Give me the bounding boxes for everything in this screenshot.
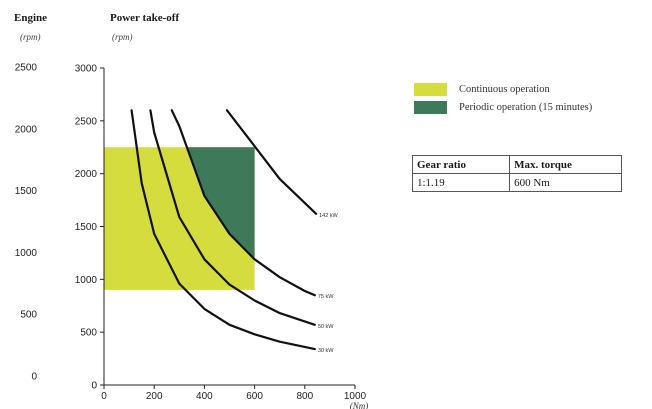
curve-label: 75 kW (318, 294, 334, 300)
legend-item-periodic: Periodic operation (15 minutes) (414, 98, 592, 116)
table-header-max-torque: Max. torque (509, 155, 622, 174)
y-tick-label: 500 (80, 328, 97, 339)
x-tick-label: 800 (296, 391, 313, 402)
table-header-row: Gear ratio Max. torque (411, 155, 622, 174)
x-tick-label: 600 (246, 391, 263, 402)
curve-label: 142 kW (319, 213, 338, 219)
legend-swatch-periodic (414, 100, 447, 114)
engine-tick-label: 0 (31, 372, 37, 383)
x-tick-label: 400 (196, 391, 213, 402)
y-tick-label: 1000 (75, 275, 98, 286)
y-tick-label: 2000 (75, 169, 98, 180)
x-tick-label: 200 (146, 391, 163, 402)
table-header-gear-ratio: Gear ratio (411, 155, 511, 174)
y-tick-label: 0 (91, 381, 97, 392)
periodic-operation-region (186, 147, 255, 260)
table-cell-max-torque: 600 Nm (509, 173, 622, 192)
x-tick-label: 1000 (344, 391, 367, 402)
engine-tick-label: 500 (20, 310, 37, 321)
curve-label: 30 kW (318, 348, 334, 354)
power-curve-75-kw (170, 109, 316, 297)
power-curve-50-kw (149, 109, 316, 326)
gear-ratio-table: Gear ratio Max. torque 1:1.19 600 Nm (411, 155, 622, 192)
pto-axis-title: Power take-off (110, 12, 180, 24)
y-tick-label: 3000 (75, 64, 98, 75)
power-curve-142-kw (225, 109, 318, 215)
pto-axis-unit: (rpm) (112, 32, 133, 42)
chart-legend: Continuous operation Periodic operation … (414, 80, 592, 116)
curve-label: 50 kW (318, 324, 334, 330)
table-cell-gear-ratio: 1:1.19 (411, 173, 511, 192)
legend-item-continuous: Continuous operation (414, 80, 592, 98)
y-tick-label: 2500 (75, 116, 98, 127)
legend-label-periodic: Periodic operation (15 minutes) (459, 101, 593, 113)
x-tick-label: 0 (101, 391, 107, 402)
legend-label-continuous: Continuous operation (459, 83, 550, 95)
engine-tick-label: 2500 (15, 63, 38, 74)
legend-swatch-continuous (414, 82, 447, 96)
engine-tick-label: 1000 (15, 248, 38, 259)
table-row: 1:1.19 600 Nm (411, 173, 622, 192)
engine-axis-title: Engine (14, 12, 48, 24)
engine-tick-label: 2000 (15, 124, 38, 135)
power-curve-30-kw (130, 109, 316, 351)
y-tick-label: 1500 (75, 222, 98, 233)
x-axis-label: (Nm) (350, 401, 369, 409)
engine-axis-unit: (rpm) (20, 32, 41, 42)
engine-tick-label: 1500 (15, 186, 38, 197)
